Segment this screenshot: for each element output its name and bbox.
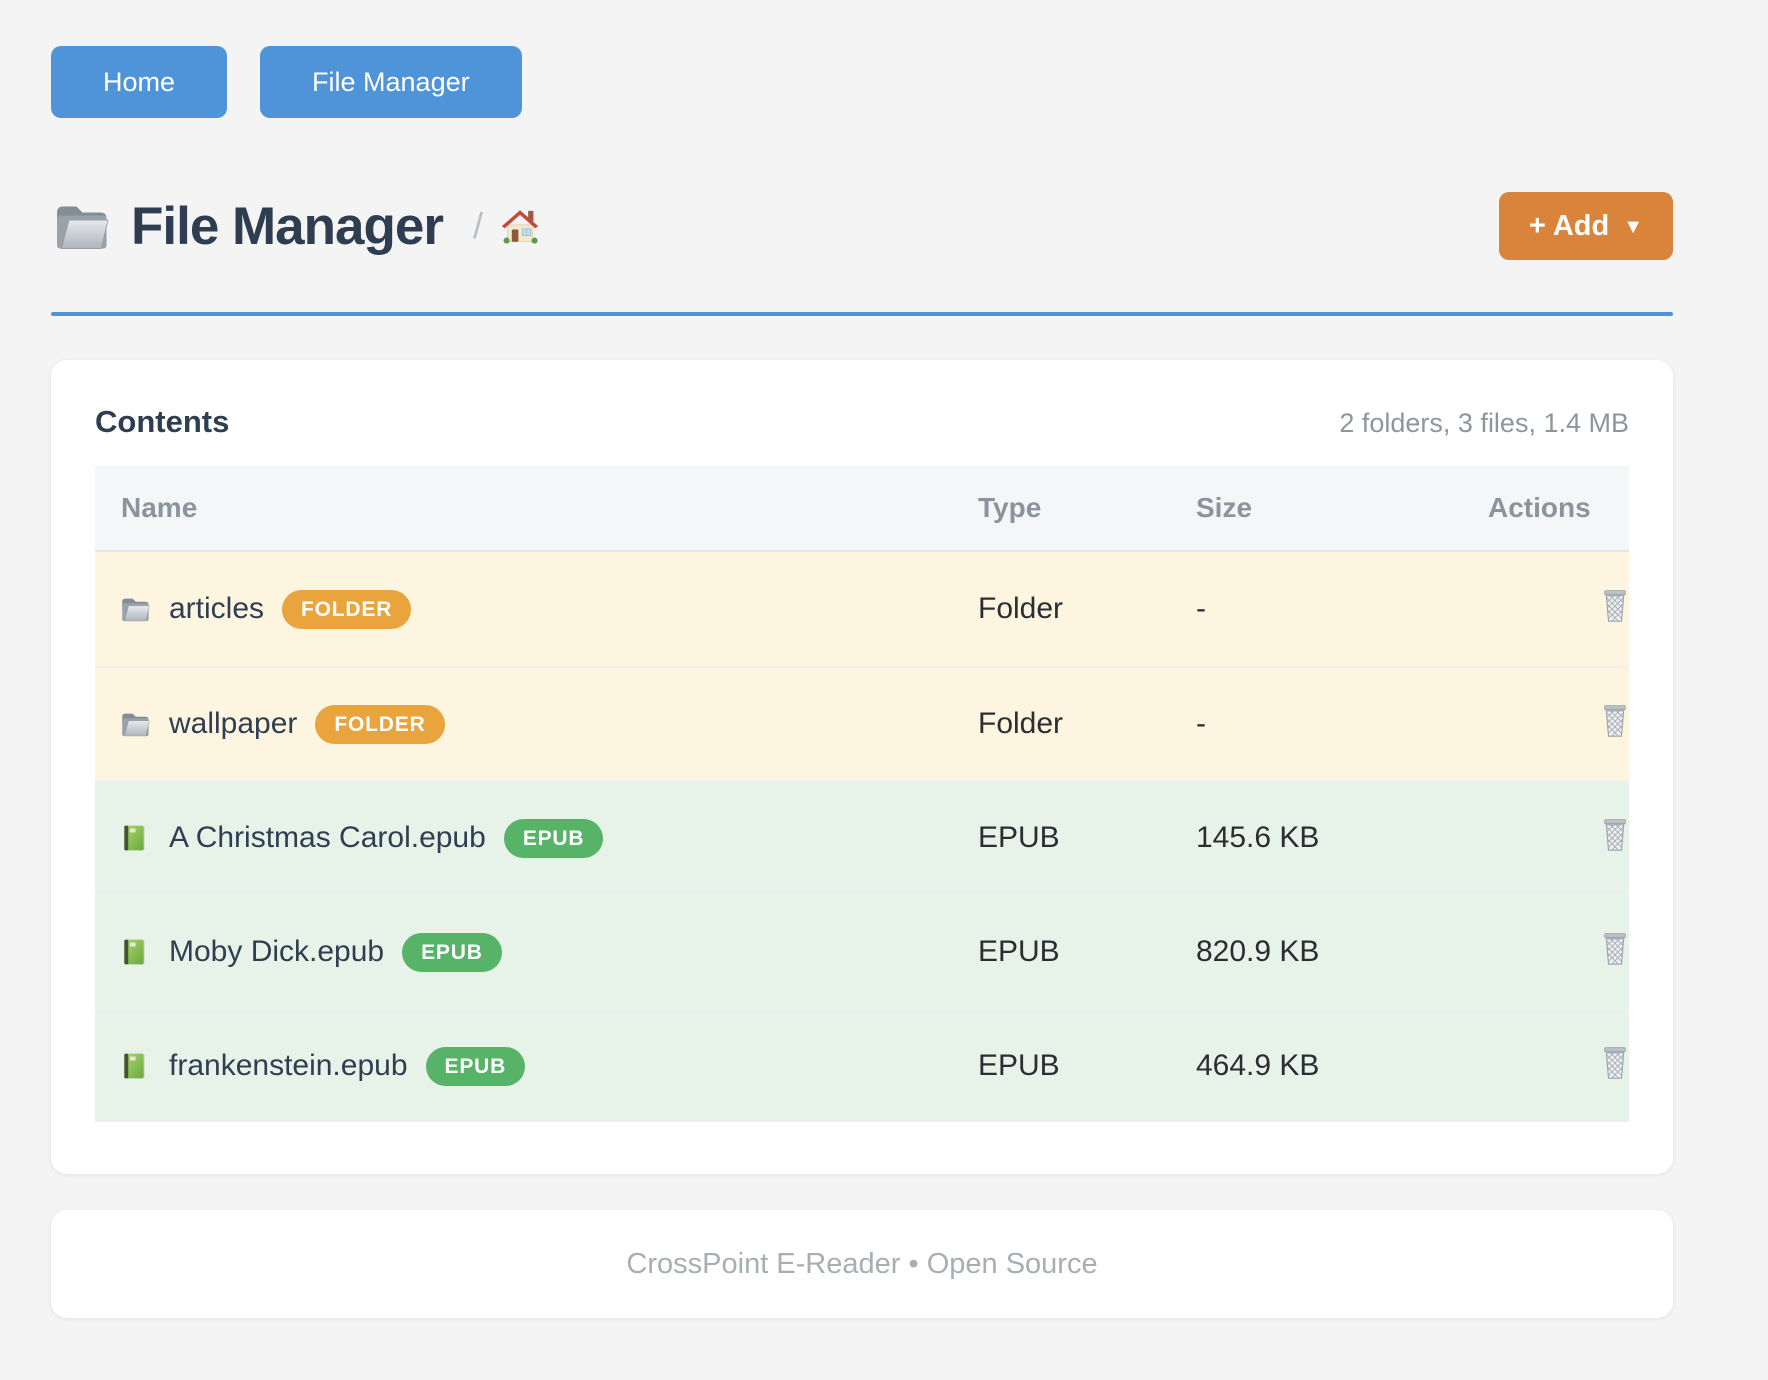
delete-button[interactable] — [1600, 929, 1630, 967]
size-cell: - — [1196, 707, 1206, 740]
table-row[interactable]: frankenstein.epub EPUB EPUB 464.9 KB — [95, 1008, 1629, 1122]
house-icon[interactable] — [499, 206, 541, 246]
add-button[interactable]: + Add ▼ — [1498, 192, 1673, 260]
table-row[interactable]: Moby Dick.epub EPUB EPUB 820.9 KB — [95, 894, 1629, 1008]
type-cell: Folder — [978, 707, 1064, 740]
wastebasket-icon — [1600, 701, 1630, 739]
name-cell: Moby Dick.epub EPUB — [95, 932, 978, 972]
breadcrumb-separator: / — [472, 205, 483, 246]
delete-button[interactable] — [1600, 815, 1630, 853]
top-nav: Home File Manager — [51, 46, 1673, 118]
file-name[interactable]: Moby Dick.epub — [169, 935, 385, 968]
actions-cell — [1488, 929, 1630, 975]
file-name[interactable]: frankenstein.epub — [169, 1049, 408, 1082]
add-button-label: + Add — [1528, 209, 1610, 242]
contents-heading: Contents — [95, 404, 230, 439]
type-cell: EPUB — [978, 1049, 1060, 1082]
page-title-group: File Manager / — [51, 196, 541, 257]
name-cell: A Christmas Carol.epub EPUB — [95, 818, 978, 858]
file-name[interactable]: A Christmas Carol.epub — [169, 821, 486, 854]
contents-summary: 2 folders, 3 files, 1.4 MB — [1339, 408, 1629, 438]
column-header-name: Name — [121, 492, 198, 523]
contents-card-header: Contents 2 folders, 3 files, 1.4 MB — [95, 404, 1629, 440]
page-title: File Manager — [131, 196, 444, 256]
page: Home File Manager File Manager / — [51, 0, 1673, 1318]
actions-cell — [1488, 586, 1630, 632]
file-name[interactable]: wallpaper — [169, 707, 298, 740]
epub-badge: EPUB — [425, 1046, 526, 1086]
wastebasket-icon — [1600, 586, 1630, 624]
delete-button[interactable] — [1600, 1043, 1630, 1081]
file-table: Name Type Size Actions arti — [95, 466, 1629, 1122]
table-row[interactable]: A Christmas Carol.epub EPUB EPUB 145.6 K… — [95, 780, 1629, 894]
delete-button[interactable] — [1600, 701, 1630, 739]
green-book-icon — [119, 1051, 151, 1081]
breadcrumb: / — [473, 205, 541, 247]
table-header-row: Name Type Size Actions — [95, 466, 1629, 552]
table-row[interactable]: articles FOLDER Folder - — [95, 552, 1629, 666]
folder-icon — [119, 709, 151, 739]
epub-badge: EPUB — [402, 932, 502, 972]
actions-cell — [1488, 1043, 1630, 1089]
name-cell: wallpaper FOLDER — [95, 704, 978, 744]
file-manager-button[interactable]: File Manager — [260, 46, 522, 118]
wastebasket-icon — [1600, 929, 1630, 967]
size-cell: - — [1196, 592, 1206, 625]
green-book-icon — [119, 937, 151, 967]
footer-text: CrossPoint E-Reader • Open Source — [626, 1247, 1098, 1280]
size-cell: 820.9 KB — [1196, 935, 1320, 968]
file-name[interactable]: articles — [169, 592, 265, 625]
open-folder-icon — [51, 199, 111, 253]
column-header-actions: Actions — [1488, 492, 1591, 523]
green-book-icon — [119, 823, 151, 853]
size-cell: 464.9 KB — [1196, 1049, 1320, 1082]
home-button[interactable]: Home — [51, 46, 228, 118]
delete-button[interactable] — [1600, 586, 1630, 624]
epub-badge: EPUB — [503, 818, 604, 858]
column-header-size: Size — [1196, 492, 1253, 523]
header-divider — [51, 312, 1673, 316]
column-header-type: Type — [978, 492, 1042, 523]
size-cell: 145.6 KB — [1196, 821, 1320, 854]
wastebasket-icon — [1600, 1043, 1630, 1081]
folder-badge: FOLDER — [315, 704, 445, 744]
folder-badge: FOLDER — [282, 589, 412, 629]
contents-card: Contents 2 folders, 3 files, 1.4 MB Name… — [51, 360, 1673, 1174]
folder-icon — [119, 594, 151, 624]
name-cell: articles FOLDER — [95, 589, 978, 629]
type-cell: EPUB — [978, 935, 1060, 968]
chevron-down-icon: ▼ — [1623, 215, 1643, 238]
type-cell: EPUB — [978, 821, 1060, 854]
type-cell: Folder — [978, 592, 1064, 625]
page-header: File Manager / + A — [51, 192, 1673, 260]
table-row[interactable]: wallpaper FOLDER Folder - — [95, 666, 1629, 780]
actions-cell — [1488, 815, 1630, 861]
name-cell: frankenstein.epub EPUB — [95, 1046, 978, 1086]
actions-cell — [1488, 701, 1630, 747]
wastebasket-icon — [1600, 815, 1630, 853]
footer: CrossPoint E-Reader • Open Source — [51, 1210, 1673, 1318]
